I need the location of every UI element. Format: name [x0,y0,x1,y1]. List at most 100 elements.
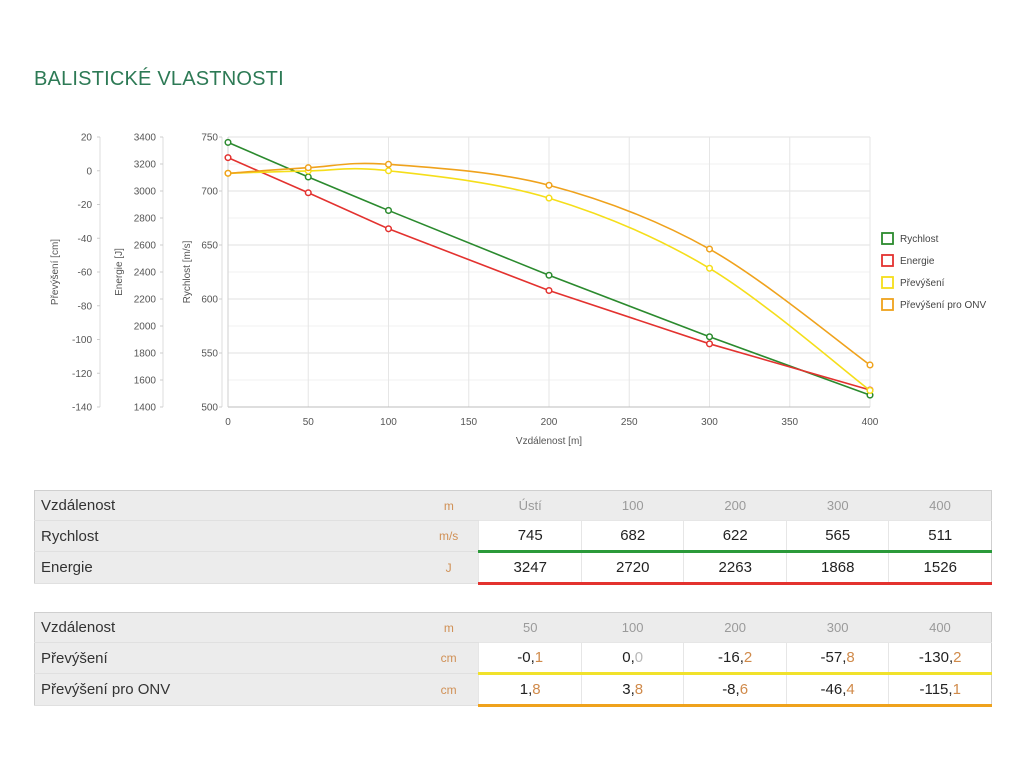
value-dec: 6 [739,681,749,698]
y-tick-label: 3000 [134,187,157,198]
table-cell: 1526 [888,551,992,585]
table-cell: -115,1 [888,673,992,707]
value-int: 1 [519,681,529,698]
data-point [866,386,874,395]
x-tick-label: 150 [460,417,477,428]
table-cell: -46,4 [785,673,889,707]
value-int: -46 [820,681,843,698]
table-cell: 682 [580,520,684,553]
data-point [705,245,714,253]
y-tick-label: 500 [201,403,218,414]
data-point [545,194,553,202]
table-cell: 511 [888,520,992,553]
x-tick-label: 200 [541,417,558,428]
series-line-energie [227,156,871,391]
column-header: 300 [786,612,889,643]
legend-swatch [881,254,894,267]
table-cell: 2263 [683,551,787,585]
legend-swatch [881,232,894,245]
y-tick-label: 750 [201,133,218,144]
y-tick-label: 3200 [134,160,157,171]
column-header: 400 [888,612,992,643]
row-label: Převýšení [34,642,419,674]
column-header: Ústí [478,490,582,521]
y-tick-label: 2600 [134,241,157,252]
value-int: 0 [622,649,631,666]
y-tick-label: 600 [201,295,218,306]
legend-label: Energie [900,256,935,267]
y-tick-label: 1600 [134,376,157,387]
table-cell: 0,0 [580,642,684,675]
row-unit: cm [418,673,479,706]
y-tick-label: 3400 [134,133,157,144]
y-tick-label: -100 [72,335,92,346]
table-cell: 1868 [785,551,889,585]
y-tick-label: -140 [72,403,92,414]
data-point [545,271,553,279]
x-tick-label: 100 [380,417,397,428]
value-int: -8 [722,681,736,698]
table-cell: -57,8 [785,642,889,675]
data-point [384,225,393,233]
value-int: -115 [919,681,949,698]
column-header: 200 [683,612,787,643]
x-tick-label: 50 [303,417,315,428]
row-unit: m [418,490,479,521]
data-point [384,167,393,175]
y-tick-label: 1800 [134,349,157,360]
value-dec: 2 [953,649,962,666]
y-tick-label: 2800 [134,214,157,225]
table-row-prevyseni-onv: Převýšení pro ONV cm 1,8 3,8 -8,6 -46,4 … [34,673,992,707]
value-dec: 1 [534,649,544,666]
data-point [304,164,312,172]
value-int: -57 [820,649,843,666]
drop-table: Vzdálenost m 50 100 200 300 400 Převýšen… [34,612,992,707]
legend-swatch [881,298,894,311]
table-row-energie: Energie J 3247 2720 2263 1868 1526 [34,551,992,585]
legend-label: Rychlost [900,234,939,245]
y-tick-label: 20 [81,133,93,144]
y-tick-label: 0 [86,166,92,177]
x-tick-label: 250 [621,417,638,428]
row-unit: J [418,551,479,584]
y-tick-label: 2200 [134,295,157,306]
table-header-row: Vzdálenost m Ústí 100 200 300 400 [34,490,992,521]
x-tick-label: 400 [862,417,879,428]
data-point [545,286,553,295]
value-dec: 8 [846,649,855,666]
value-int: -16 [718,649,740,666]
row-unit: m [418,612,479,643]
data-point [224,138,232,146]
value-int: 3 [622,681,631,698]
data-point [545,181,553,189]
y-tick-label: -40 [78,234,93,245]
table-row-rychlost: Rychlost m/s 745 682 622 565 511 [34,520,992,553]
y-tick-label: -120 [72,369,92,380]
y-tick-label: -80 [78,301,93,312]
value-int: -0 [517,649,531,666]
table-cell: 745 [478,520,582,553]
row-unit: m/s [418,520,479,552]
data-point [304,189,312,197]
row-label: Energie [34,551,419,584]
column-header: 50 [478,612,582,643]
x-tick-label: 300 [701,417,718,428]
table-cell: -130,2 [888,642,992,675]
energie-axis-label: Energie [J] [114,248,125,296]
row-unit: cm [418,642,479,674]
table-header-row: Vzdálenost m 50 100 200 300 400 [34,612,992,643]
y-tick-label: 2000 [134,322,157,333]
value-dec: 4 [846,681,855,698]
rychlost-axis-label: Rychlost [m/s] [182,240,193,303]
y-tick-label: 550 [201,349,218,360]
row-label: Vzdálenost [34,612,419,643]
legend-label: Převýšení [900,278,945,289]
table-cell: 3247 [478,551,582,585]
legend-label: Převýšení pro ONV [900,300,986,311]
column-header: 100 [581,490,684,521]
column-header: 300 [786,490,889,521]
table-cell: 3,8 [580,673,684,707]
x-tick-label: 0 [225,417,231,428]
data-point [224,154,232,162]
